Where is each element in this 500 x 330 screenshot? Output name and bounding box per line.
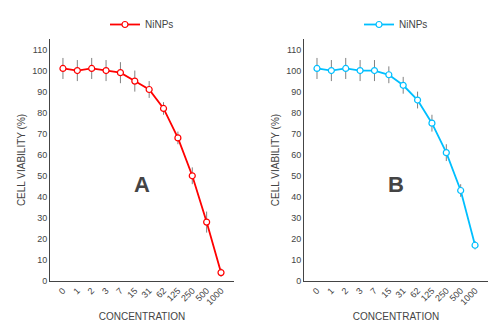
- svg-text:10: 10: [37, 255, 47, 265]
- svg-text:90: 90: [37, 87, 47, 97]
- svg-text:1: 1: [71, 286, 82, 297]
- svg-text:250: 250: [433, 286, 451, 304]
- svg-text:125: 125: [419, 286, 437, 304]
- svg-text:2: 2: [340, 286, 351, 297]
- svg-text:0: 0: [311, 286, 322, 297]
- svg-text:110: 110: [33, 45, 47, 55]
- svg-text:50: 50: [291, 171, 301, 181]
- svg-text:60: 60: [37, 150, 47, 160]
- svg-text:500: 500: [194, 286, 212, 304]
- svg-text:110: 110: [287, 45, 301, 55]
- svg-text:0: 0: [296, 276, 301, 286]
- svg-text:B: B: [388, 172, 404, 197]
- svg-text:7: 7: [114, 286, 125, 297]
- svg-text:2: 2: [86, 286, 97, 297]
- svg-text:20: 20: [291, 234, 301, 244]
- svg-text:CONCENTRATION: CONCENTRATION: [99, 311, 185, 322]
- svg-text:CONCENTRATION: CONCENTRATION: [353, 311, 439, 322]
- svg-text:20: 20: [37, 234, 47, 244]
- svg-text:100: 100: [32, 66, 47, 76]
- svg-text:30: 30: [291, 213, 301, 223]
- svg-text:NiNPs: NiNPs: [145, 19, 173, 30]
- svg-text:31: 31: [394, 286, 408, 300]
- svg-text:CELL VIABILITY (%): CELL VIABILITY (%): [16, 114, 27, 206]
- svg-text:500: 500: [448, 286, 466, 304]
- svg-text:31: 31: [140, 286, 154, 300]
- svg-text:60: 60: [291, 150, 301, 160]
- svg-text:70: 70: [37, 129, 47, 139]
- svg-text:NiNPs: NiNPs: [399, 19, 427, 30]
- svg-text:0: 0: [57, 286, 68, 297]
- svg-text:CELL VIABILITY (%): CELL VIABILITY (%): [270, 114, 281, 206]
- svg-text:10: 10: [291, 255, 301, 265]
- svg-text:125: 125: [165, 286, 183, 304]
- svg-text:A: A: [134, 172, 150, 197]
- svg-text:250: 250: [179, 286, 197, 304]
- svg-text:15: 15: [125, 286, 139, 300]
- svg-text:15: 15: [379, 286, 393, 300]
- svg-text:62: 62: [154, 286, 168, 300]
- svg-text:100: 100: [286, 66, 301, 76]
- svg-text:1: 1: [325, 286, 336, 297]
- svg-text:80: 80: [37, 108, 47, 118]
- svg-text:1000: 1000: [204, 286, 225, 307]
- svg-text:0: 0: [42, 276, 47, 286]
- svg-text:7: 7: [368, 286, 379, 297]
- svg-text:62: 62: [408, 286, 422, 300]
- svg-text:1000: 1000: [458, 286, 479, 307]
- svg-text:3: 3: [100, 286, 111, 297]
- svg-text:80: 80: [291, 108, 301, 118]
- svg-text:3: 3: [354, 286, 365, 297]
- svg-text:90: 90: [291, 87, 301, 97]
- svg-text:40: 40: [37, 192, 47, 202]
- svg-text:40: 40: [291, 192, 301, 202]
- svg-text:70: 70: [291, 129, 301, 139]
- svg-text:50: 50: [37, 171, 47, 181]
- svg-text:30: 30: [37, 213, 47, 223]
